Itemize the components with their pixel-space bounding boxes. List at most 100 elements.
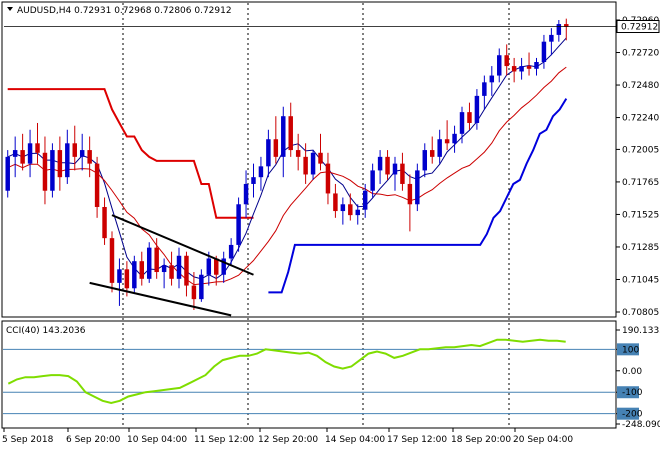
candle-body — [556, 24, 562, 35]
price-tick-label: 0.71045 — [622, 275, 659, 285]
candle-body — [444, 139, 450, 144]
candle-body — [474, 95, 480, 123]
candle-body — [5, 156, 10, 191]
cci-tick-label: -248.0901 — [622, 420, 660, 430]
price-tick-label: 0.72240 — [622, 114, 659, 124]
current-price-label: 0.72912 — [621, 23, 658, 33]
candle-body — [132, 261, 137, 289]
candle-body — [184, 255, 189, 286]
candle-body — [65, 143, 70, 178]
candle-body — [482, 82, 487, 96]
chevron-down-icon[interactable] — [7, 7, 13, 11]
candle-body — [541, 41, 547, 63]
ma-fast-line — [7, 37, 567, 280]
candle-body — [519, 66, 524, 72]
candle-body — [362, 190, 368, 210]
price-tick-label: 0.72005 — [622, 145, 659, 155]
cci-tick-label: 190.1333 — [622, 326, 660, 336]
wedge-trend-lines — [89, 214, 254, 317]
cci-tick-label: -100 — [622, 388, 643, 398]
time-tick-label: 5 Sep 2018 — [2, 435, 54, 445]
time-tick-label: 12 Sep 20:00 — [258, 435, 318, 445]
candle-body — [429, 150, 435, 157]
wedge-upper-line — [111, 214, 254, 276]
time-tick-label: 14 Sep 04:00 — [325, 435, 385, 445]
candle-body — [124, 269, 130, 289]
cci-tick-label: -200 — [622, 410, 643, 420]
ma-slow-line — [7, 66, 567, 286]
candle-body — [452, 133, 457, 144]
time-tick-label: 10 Sep 04:00 — [127, 435, 187, 445]
candle-body — [169, 265, 174, 279]
cci-level-badge — [617, 407, 639, 420]
candle-body — [12, 150, 18, 157]
candle-body — [266, 139, 271, 167]
candle-body — [94, 163, 100, 207]
candle-body — [199, 274, 204, 300]
time-tick-label: 11 Sep 12:00 — [194, 435, 254, 445]
candle-body — [117, 269, 122, 283]
candle-body — [504, 55, 509, 67]
candle-body — [221, 258, 226, 275]
cci-line — [7, 338, 566, 405]
candle-body — [355, 209, 360, 216]
candle-body — [35, 143, 40, 153]
trailing-stop-blue — [268, 98, 568, 294]
candle-body — [422, 150, 428, 171]
candle-body — [251, 177, 256, 184]
candle-body — [191, 285, 197, 300]
price-tick-label: 0.72720 — [622, 49, 659, 59]
candle-body — [318, 152, 323, 164]
moving-averages — [7, 37, 567, 286]
candlestick-series — [5, 18, 569, 310]
candle-body — [497, 55, 502, 76]
candle-body — [176, 255, 182, 279]
cci-level-badge — [617, 386, 639, 399]
trailing-stop-lines — [7, 88, 568, 294]
candle-body — [72, 143, 77, 157]
candle-body — [303, 156, 308, 175]
price-tick-label: 0.71285 — [622, 243, 659, 253]
price-tick-label: 0.70805 — [622, 308, 659, 318]
candle-body — [325, 163, 331, 194]
cci-tick-label: 100 — [622, 345, 639, 355]
candle-body — [467, 112, 472, 123]
candle-body — [273, 139, 279, 157]
price-axis: 0.729600.727200.724800.722400.720050.717… — [4, 16, 660, 318]
candle-body — [109, 238, 115, 283]
candle-body — [489, 75, 495, 83]
wedge-lower-line — [89, 281, 232, 317]
candle-body — [87, 150, 92, 164]
candle-body — [79, 150, 85, 157]
trailing-stop-red — [7, 88, 254, 219]
cci-tick-label: 0.00 — [622, 367, 642, 377]
candle-body — [243, 183, 249, 205]
candle-body — [459, 112, 465, 134]
candle-body — [20, 150, 25, 164]
candle-body — [154, 247, 159, 273]
candle-body — [258, 166, 264, 178]
candle-body — [526, 66, 532, 69]
time-tick-label: 20 Sep 04:00 — [513, 435, 573, 445]
candle-body — [214, 258, 219, 275]
candle-body — [139, 261, 145, 279]
candle-body — [333, 193, 338, 212]
price-panel-frame — [1, 1, 617, 318]
candle-body — [146, 247, 152, 279]
current-price-box — [616, 20, 660, 34]
candle-body — [281, 116, 286, 157]
candle-body — [50, 150, 55, 191]
candle-body — [415, 170, 420, 205]
candle-body — [310, 152, 316, 175]
candle-body — [377, 156, 383, 171]
candle-body — [549, 34, 554, 42]
candle-body — [437, 139, 442, 157]
time-tick-label: 6 Sep 20:00 — [66, 435, 121, 445]
candle-body — [564, 24, 569, 27]
cci-indicator: 190.1333 100 0.00 -100 -200-248.0901 — [3, 326, 660, 430]
candle-body — [534, 62, 539, 69]
candle-body — [236, 204, 241, 245]
candle-body — [161, 265, 167, 273]
candle-body — [57, 150, 63, 178]
